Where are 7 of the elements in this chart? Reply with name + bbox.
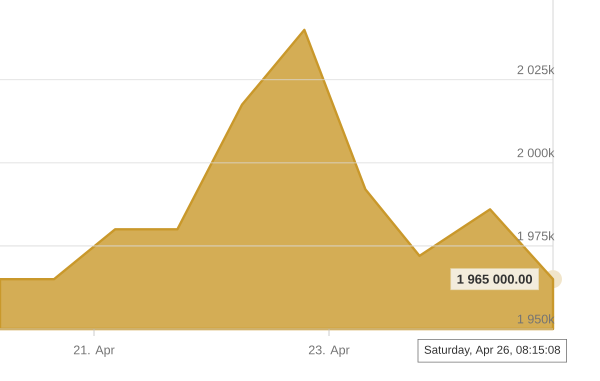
y-tick-label: 2 000k xyxy=(518,148,554,158)
text: Saturday, Apr 26, 08:15:08 xyxy=(424,345,560,356)
annotation: 1 965 000.00 xyxy=(458,274,532,284)
x-tick-label: 23. Apr xyxy=(308,346,350,357)
x-tick-label: 21. Apr xyxy=(74,346,115,357)
y-tick-label: 1 975k xyxy=(518,231,554,240)
y-tick-label: 2 025k xyxy=(518,65,554,74)
